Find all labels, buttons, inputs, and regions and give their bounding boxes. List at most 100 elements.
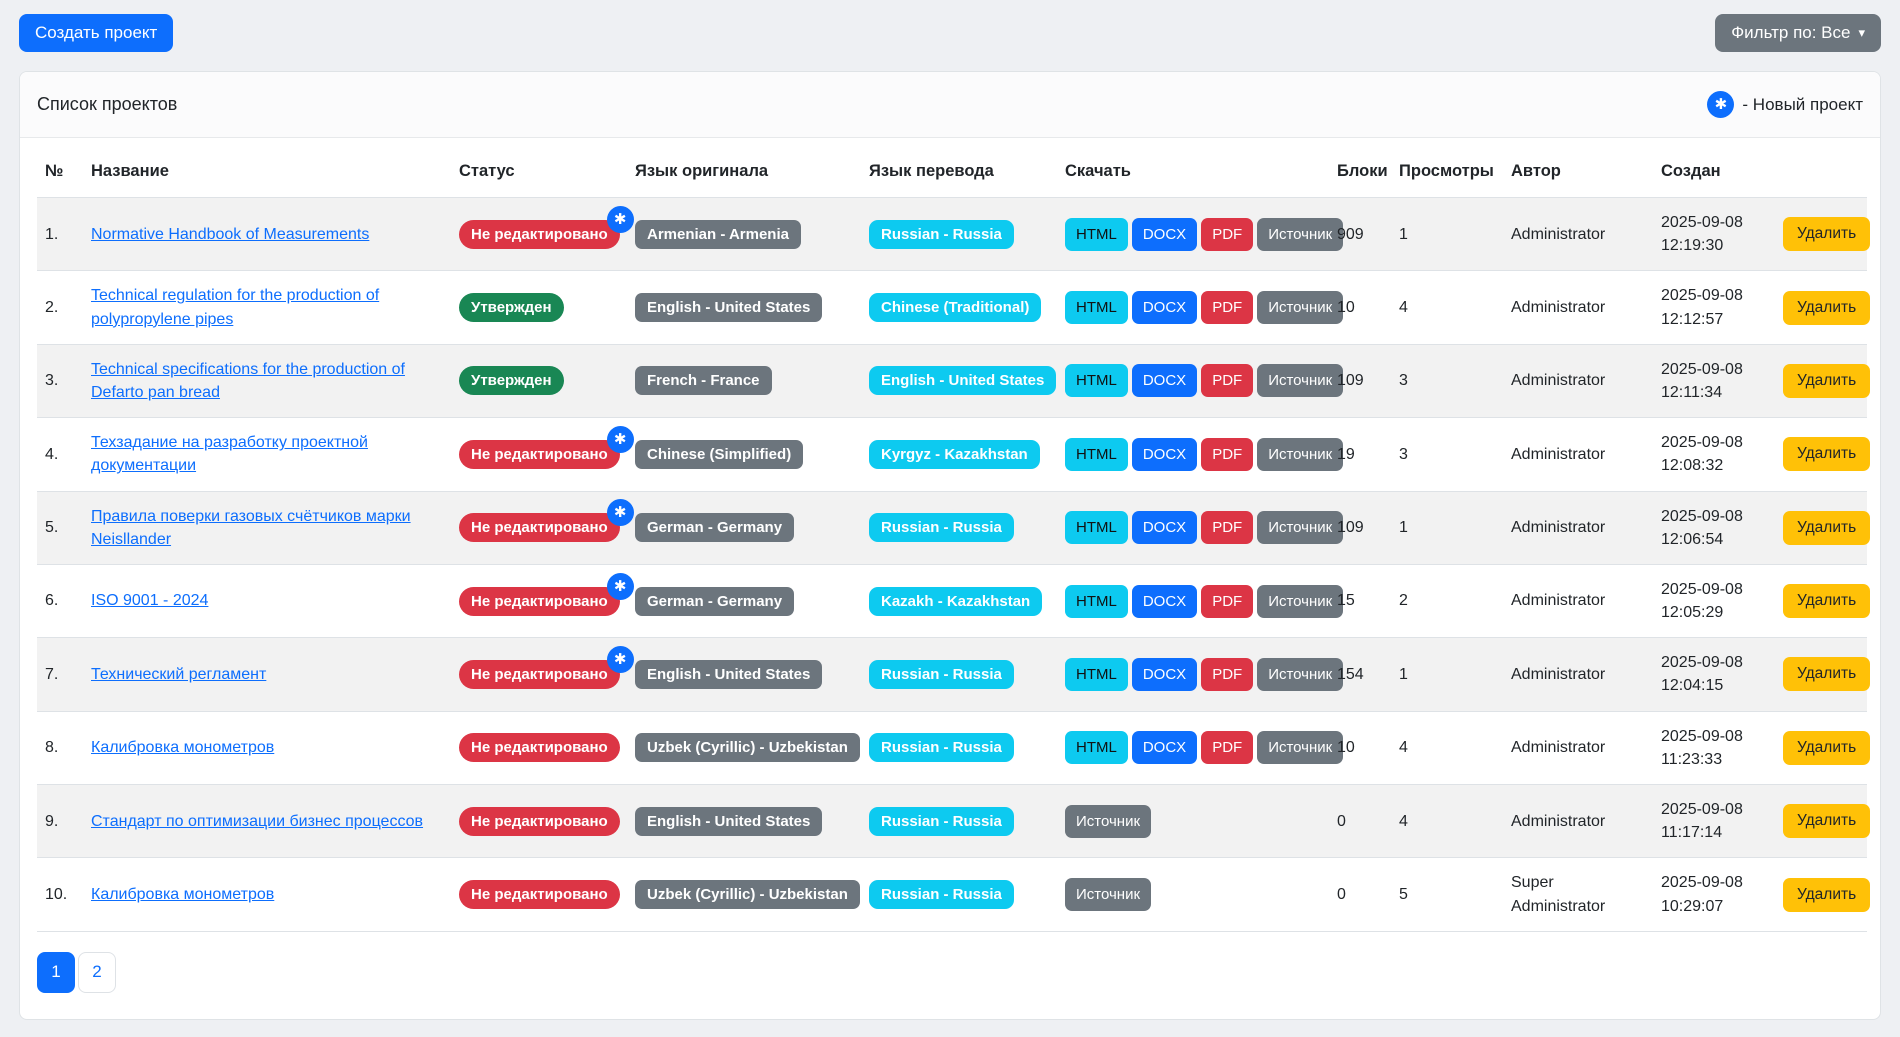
new-project-icon: ✱ [606, 499, 634, 527]
status-badge: Не редактировано [459, 439, 620, 469]
download-docx-button[interactable]: DOCX [1131, 437, 1198, 471]
delete-button[interactable]: Удалить [1783, 804, 1871, 839]
download-html-button[interactable]: HTML [1065, 584, 1128, 618]
download-buttons: Источник [1065, 804, 1152, 838]
row-number: 5. [37, 491, 83, 565]
download-source-button[interactable]: Источник [1257, 437, 1344, 471]
author: Administrator [1503, 637, 1653, 712]
source-language-badge: English - United States [635, 659, 823, 689]
row-number: 1. [37, 197, 83, 272]
source-language-badge: Uzbek (Cyrillic) - Uzbekistan [635, 733, 860, 763]
download-source-button[interactable]: Источник [1257, 584, 1344, 618]
project-link[interactable]: Технический регламент [91, 665, 267, 683]
delete-button[interactable]: Удалить [1783, 510, 1871, 545]
download-source-button[interactable]: Источник [1257, 731, 1344, 765]
blocks-count: 109 [1329, 491, 1391, 565]
blocks-count: 109 [1329, 344, 1391, 419]
project-link[interactable]: Калибровка монометров [91, 739, 275, 757]
project-link[interactable]: Normative Handbook of Measurements [91, 225, 370, 243]
author: Administrator [1503, 344, 1653, 419]
table-row: 1. Normative Handbook of Measurements Не… [37, 197, 1871, 272]
project-link[interactable]: Калибровка монометров [91, 885, 275, 903]
target-language-badge: Kazakh - Kazakhstan [869, 586, 1043, 616]
download-pdf-button[interactable]: PDF [1201, 731, 1254, 765]
table-header-row: № Название Статус Язык оригинала Язык пе… [37, 146, 1867, 198]
header-views: Просмотры [1391, 146, 1503, 198]
delete-button[interactable]: Удалить [1783, 217, 1871, 252]
pagination-page-1[interactable]: 1 [37, 951, 75, 993]
author: Administrator [1503, 491, 1653, 565]
download-source-button[interactable]: Источник [1257, 364, 1344, 398]
table-row: 6. ISO 9001 - 2024 Не редактировано ✱ Ge… [37, 564, 1871, 639]
created-at: 2025-09-08 11:23:33 [1653, 711, 1775, 786]
delete-button[interactable]: Удалить [1783, 290, 1871, 325]
download-pdf-button[interactable]: PDF [1201, 511, 1254, 545]
views-count: 4 [1391, 270, 1503, 345]
download-docx-button[interactable]: DOCX [1131, 364, 1198, 398]
source-language-badge: Chinese (Simplified) [635, 439, 804, 469]
download-docx-button[interactable]: DOCX [1131, 291, 1198, 325]
header-actions [1775, 146, 1867, 198]
download-pdf-button[interactable]: PDF [1201, 584, 1254, 618]
download-source-button[interactable]: Источник [1257, 217, 1344, 251]
filter-label: Фильтр по: Все [1731, 23, 1851, 42]
source-language-badge: Armenian - Armenia [635, 219, 801, 249]
projects-table-wrap: № Название Статус Язык оригинала Язык пе… [20, 138, 1880, 932]
table-row: 8. Калибровка монометров Не редактирован… [37, 711, 1871, 786]
create-project-button[interactable]: Создать проект [19, 14, 174, 52]
download-source-button[interactable]: Источник [1257, 657, 1344, 691]
row-number: 3. [37, 344, 83, 419]
pagination-page-2[interactable]: 2 [78, 951, 116, 993]
download-docx-button[interactable]: DOCX [1131, 584, 1198, 618]
download-buttons: HTML DOCX PDF Источник [1065, 437, 1344, 471]
target-language-badge: Russian - Russia [869, 659, 1014, 689]
download-docx-button[interactable]: DOCX [1131, 657, 1198, 691]
project-link[interactable]: Правила поверки газовых счётчиков марки … [91, 507, 411, 548]
table-row: 2. Technical regulation for the producti… [37, 270, 1871, 345]
views-count: 5 [1391, 857, 1503, 932]
download-source-button[interactable]: Источник [1065, 878, 1152, 912]
download-html-button[interactable]: HTML [1065, 217, 1128, 251]
author: Administrator [1503, 417, 1653, 492]
delete-button[interactable]: Удалить [1783, 877, 1871, 912]
download-html-button[interactable]: HTML [1065, 657, 1128, 691]
new-project-icon: ✱ [1707, 91, 1735, 118]
download-html-button[interactable]: HTML [1065, 731, 1128, 765]
download-html-button[interactable]: HTML [1065, 511, 1128, 545]
filter-dropdown-button[interactable]: Фильтр по: Все ▾ [1715, 14, 1881, 52]
views-count: 1 [1391, 197, 1503, 272]
project-link[interactable]: ISO 9001 - 2024 [91, 592, 209, 610]
download-docx-button[interactable]: DOCX [1131, 217, 1198, 251]
download-docx-button[interactable]: DOCX [1131, 511, 1198, 545]
created-at: 2025-09-08 12:19:30 [1653, 197, 1775, 272]
download-pdf-button[interactable]: PDF [1201, 657, 1254, 691]
delete-button[interactable]: Удалить [1783, 363, 1871, 398]
created-at: 2025-09-08 12:08:32 [1653, 417, 1775, 492]
project-link[interactable]: Техзадание на разработку проектной докум… [91, 434, 368, 475]
page-title: Список проектов [37, 94, 178, 114]
download-source-button[interactable]: Источник [1257, 291, 1344, 325]
download-source-button[interactable]: Источник [1065, 804, 1152, 838]
download-pdf-button[interactable]: PDF [1201, 291, 1254, 325]
download-pdf-button[interactable]: PDF [1201, 437, 1254, 471]
download-pdf-button[interactable]: PDF [1201, 364, 1254, 398]
projects-card: Список проектов ✱ - Новый проект № Назва… [19, 71, 1881, 1020]
project-link[interactable]: Technical specifications for the product… [91, 360, 405, 401]
download-source-button[interactable]: Источник [1257, 511, 1344, 545]
status-badge: Не редактировано [459, 513, 620, 543]
download-html-button[interactable]: HTML [1065, 437, 1128, 471]
status-badge: Утвержден [459, 293, 564, 323]
delete-button[interactable]: Удалить [1783, 584, 1871, 619]
download-html-button[interactable]: HTML [1065, 291, 1128, 325]
delete-button[interactable]: Удалить [1783, 657, 1871, 692]
header-blocks: Блоки [1329, 146, 1391, 198]
project-link[interactable]: Стандарт по оптимизации бизнес процессов [91, 812, 424, 830]
download-html-button[interactable]: HTML [1065, 364, 1128, 398]
delete-button[interactable]: Удалить [1783, 730, 1871, 765]
header-author: Автор [1503, 146, 1653, 198]
table-row: 5. Правила поверки газовых счётчиков мар… [37, 491, 1871, 565]
download-docx-button[interactable]: DOCX [1131, 731, 1198, 765]
delete-button[interactable]: Удалить [1783, 437, 1871, 472]
download-pdf-button[interactable]: PDF [1201, 217, 1254, 251]
project-link[interactable]: Technical regulation for the production … [91, 287, 380, 328]
